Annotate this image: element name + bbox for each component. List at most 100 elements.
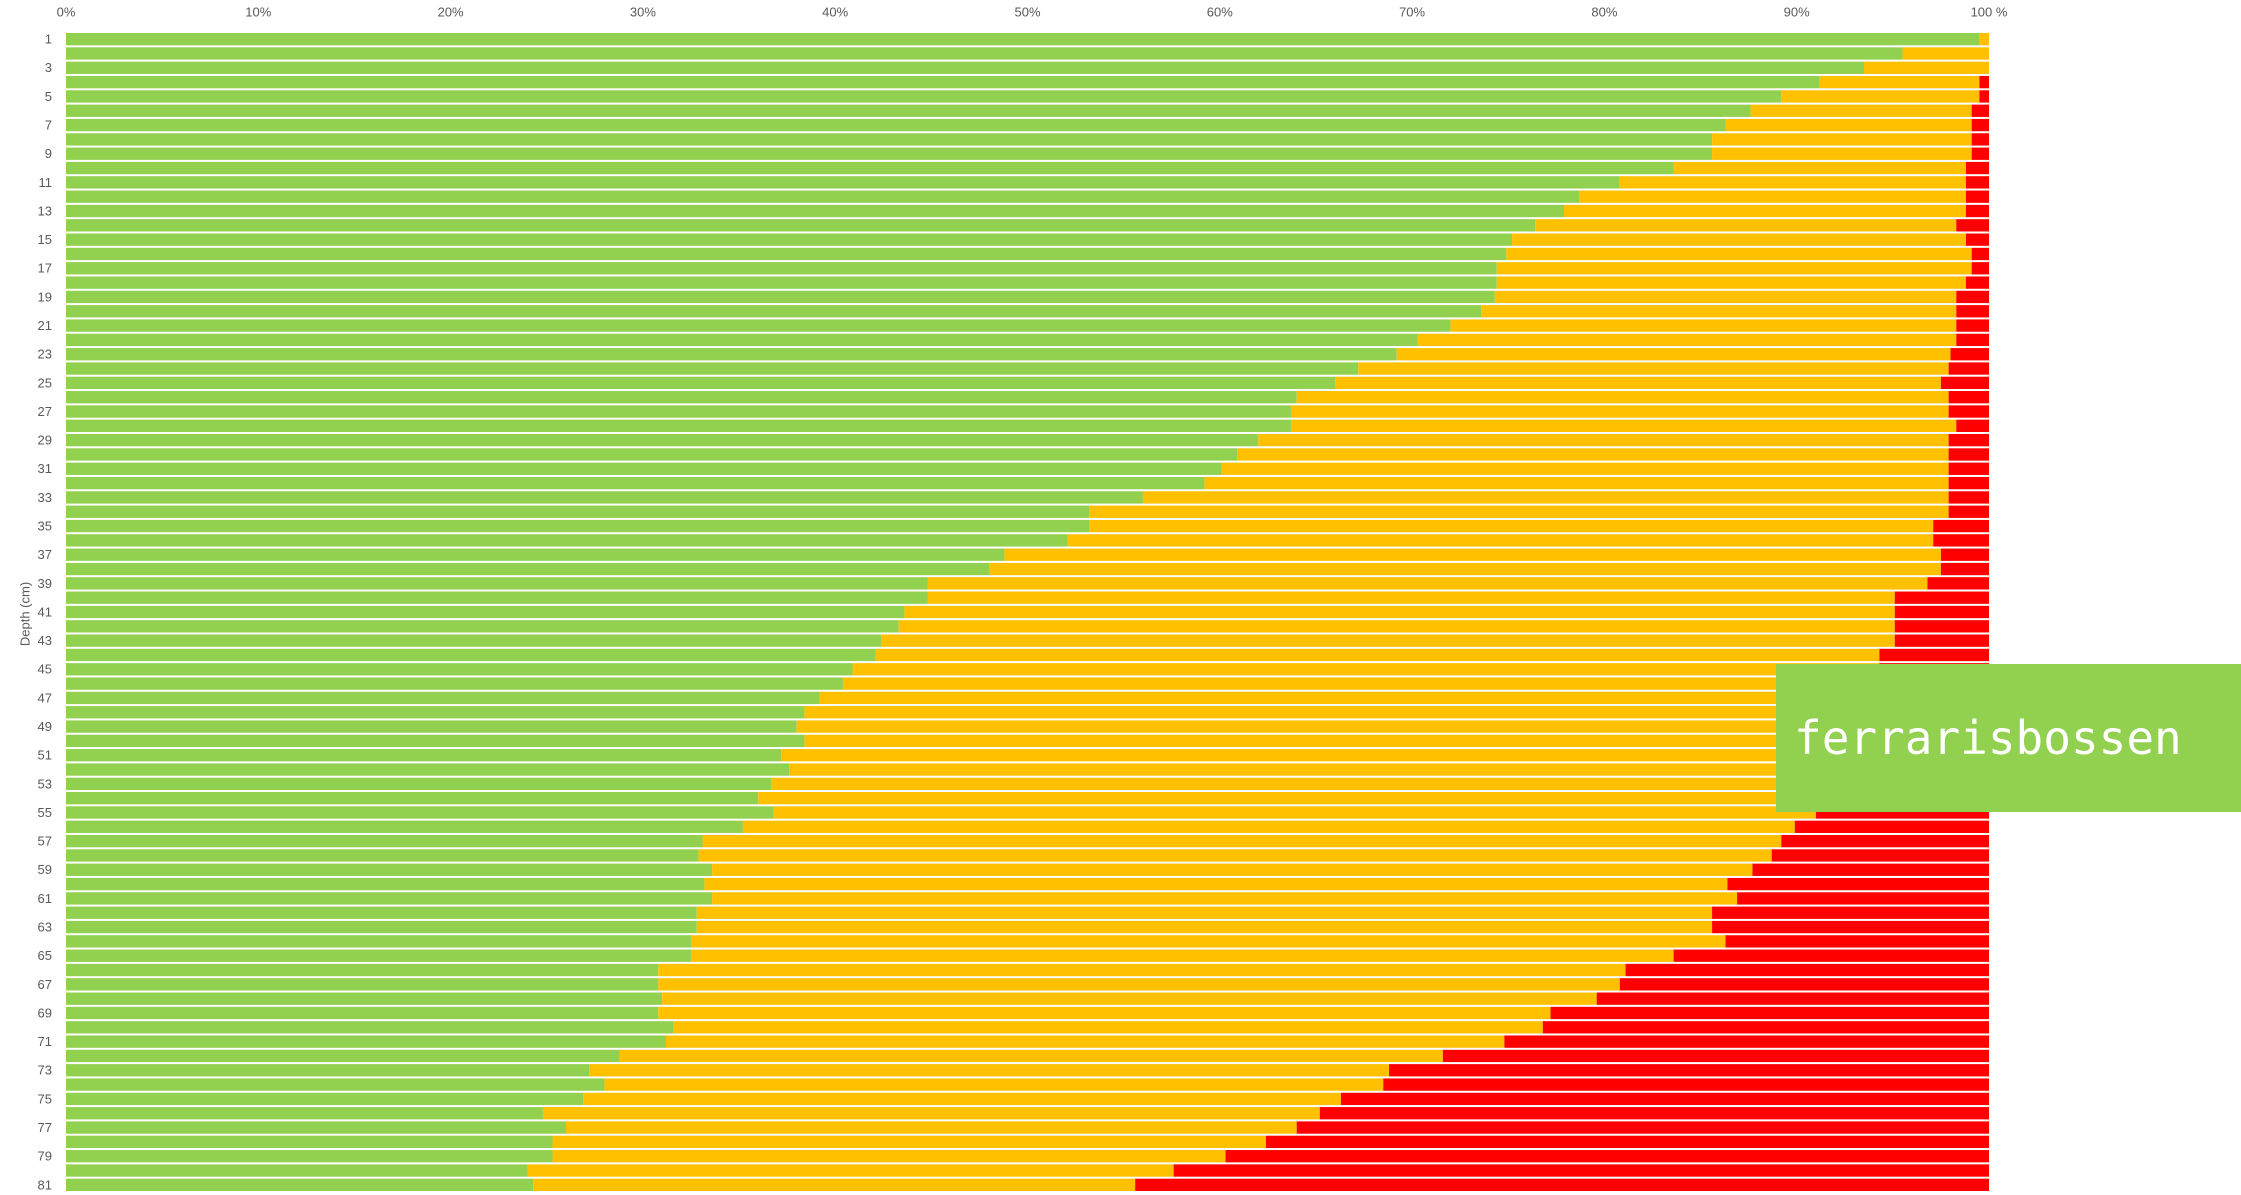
bar-segment <box>1596 992 1989 1005</box>
bar-segment <box>66 834 703 848</box>
bar-segment <box>66 534 1068 547</box>
bar-segment <box>66 792 759 805</box>
y-tick-label: 61 <box>38 891 52 906</box>
bar-segment <box>1542 1021 1989 1034</box>
bar-segment <box>1781 90 1980 103</box>
y-tick-label: 11 <box>39 175 53 190</box>
bar-segment <box>1265 1135 1989 1149</box>
bar-segment <box>1750 104 1972 117</box>
bar-segment <box>1389 1064 1989 1077</box>
bar-segment <box>66 391 1297 404</box>
bar-segment <box>66 161 1674 175</box>
y-tick-label: 31 <box>38 461 52 476</box>
bar-segment <box>66 362 1359 375</box>
bar-segment <box>66 176 1620 189</box>
bar-segment <box>1902 47 1989 60</box>
bar-segment <box>66 1135 553 1149</box>
bar-segment <box>1933 519 1989 533</box>
bar-segment <box>66 935 691 948</box>
y-tick-label: 25 <box>38 375 52 390</box>
bar-segment <box>742 820 1795 833</box>
y-tick-label: 43 <box>38 633 52 648</box>
y-tick-label: 51 <box>38 748 52 763</box>
x-tick-label: 20% <box>438 4 464 19</box>
bar-segment <box>66 1178 534 1191</box>
bar-segment <box>1450 319 1957 332</box>
bar-segment <box>1725 935 1989 948</box>
bar-segment <box>1535 219 1957 232</box>
bar-segment <box>66 548 1005 561</box>
bar-segment <box>1712 147 1972 160</box>
bar-segment <box>66 276 1497 289</box>
bar-segment <box>533 1178 1136 1191</box>
bar-segment <box>66 677 843 690</box>
bar-segment <box>66 1021 674 1034</box>
bar-segment <box>66 219 1536 232</box>
x-tick-label: 80% <box>1591 4 1617 19</box>
x-tick-label: 50% <box>1014 4 1040 19</box>
bar-segment <box>1971 118 1989 132</box>
y-tick-label: 21 <box>38 318 52 333</box>
y-tick-label: 19 <box>38 289 52 304</box>
bar-segment <box>781 749 1836 762</box>
y-tick-label: 7 <box>45 118 52 133</box>
bar-segment <box>1290 419 1957 432</box>
bar-segment <box>1296 391 1949 404</box>
bar-segment <box>66 505 1090 518</box>
bar-segment <box>583 1092 1341 1106</box>
bar-segment <box>1296 1121 1989 1134</box>
bar-segment <box>66 963 659 977</box>
bar-segment <box>66 577 928 590</box>
bar-segment <box>66 920 697 934</box>
bar-segment <box>1752 863 1989 876</box>
bar-segment <box>1948 391 1989 404</box>
bar-segment <box>66 448 1238 461</box>
bar-segment <box>1948 362 1989 375</box>
bar-segment <box>66 663 853 676</box>
bar-segment <box>1956 333 1989 347</box>
y-tick-label: 63 <box>38 919 52 934</box>
y-tick-label: 79 <box>38 1149 52 1164</box>
bar-segment <box>819 691 1865 705</box>
bar-segment <box>796 720 1845 733</box>
bar-segment <box>66 1078 605 1091</box>
bar-segment <box>66 147 1713 160</box>
bar-segment <box>789 763 1832 776</box>
x-tick-label: 60% <box>1207 4 1233 19</box>
x-tick-label: 100 % <box>1971 4 2008 19</box>
bar-segment <box>66 777 772 791</box>
y-tick-label: 1 <box>45 32 52 47</box>
bar-segment <box>66 1150 553 1163</box>
y-tick-label: 47 <box>38 690 52 705</box>
bar-segment <box>712 892 1738 905</box>
bar-segment <box>1971 147 1989 160</box>
y-tick-label: 9 <box>45 146 52 161</box>
bar-segment <box>1950 348 1989 361</box>
bar-segment <box>1948 491 1989 504</box>
bar-segment <box>1725 118 1972 132</box>
bar-segment <box>1956 219 1989 232</box>
bar-segment <box>1067 534 1934 547</box>
bar-segment <box>66 33 1980 46</box>
bar-segment <box>704 877 1728 891</box>
bar-segment <box>66 247 1507 261</box>
bar-segment <box>1619 978 1989 991</box>
y-axis-label: Depth (cm) <box>17 582 32 646</box>
bar-segment <box>1089 505 1949 518</box>
bar-segment <box>1971 133 1989 146</box>
bar-segment <box>989 562 1941 576</box>
bar-segment <box>771 777 1826 791</box>
bar-segment <box>842 677 1874 690</box>
bar-segment <box>66 319 1451 332</box>
x-tick-label: 40% <box>822 4 848 19</box>
bar-segment <box>1737 892 1989 905</box>
bar-segment <box>1496 262 1972 275</box>
bar-segment <box>66 906 697 919</box>
bar-segment <box>690 949 1674 962</box>
bar-segment <box>1290 405 1949 418</box>
bar-segment <box>1948 462 1989 475</box>
bar-segment <box>542 1107 1320 1120</box>
bar-segment <box>66 691 820 705</box>
bar-segment <box>66 462 1222 475</box>
y-tick-label: 77 <box>38 1120 52 1135</box>
